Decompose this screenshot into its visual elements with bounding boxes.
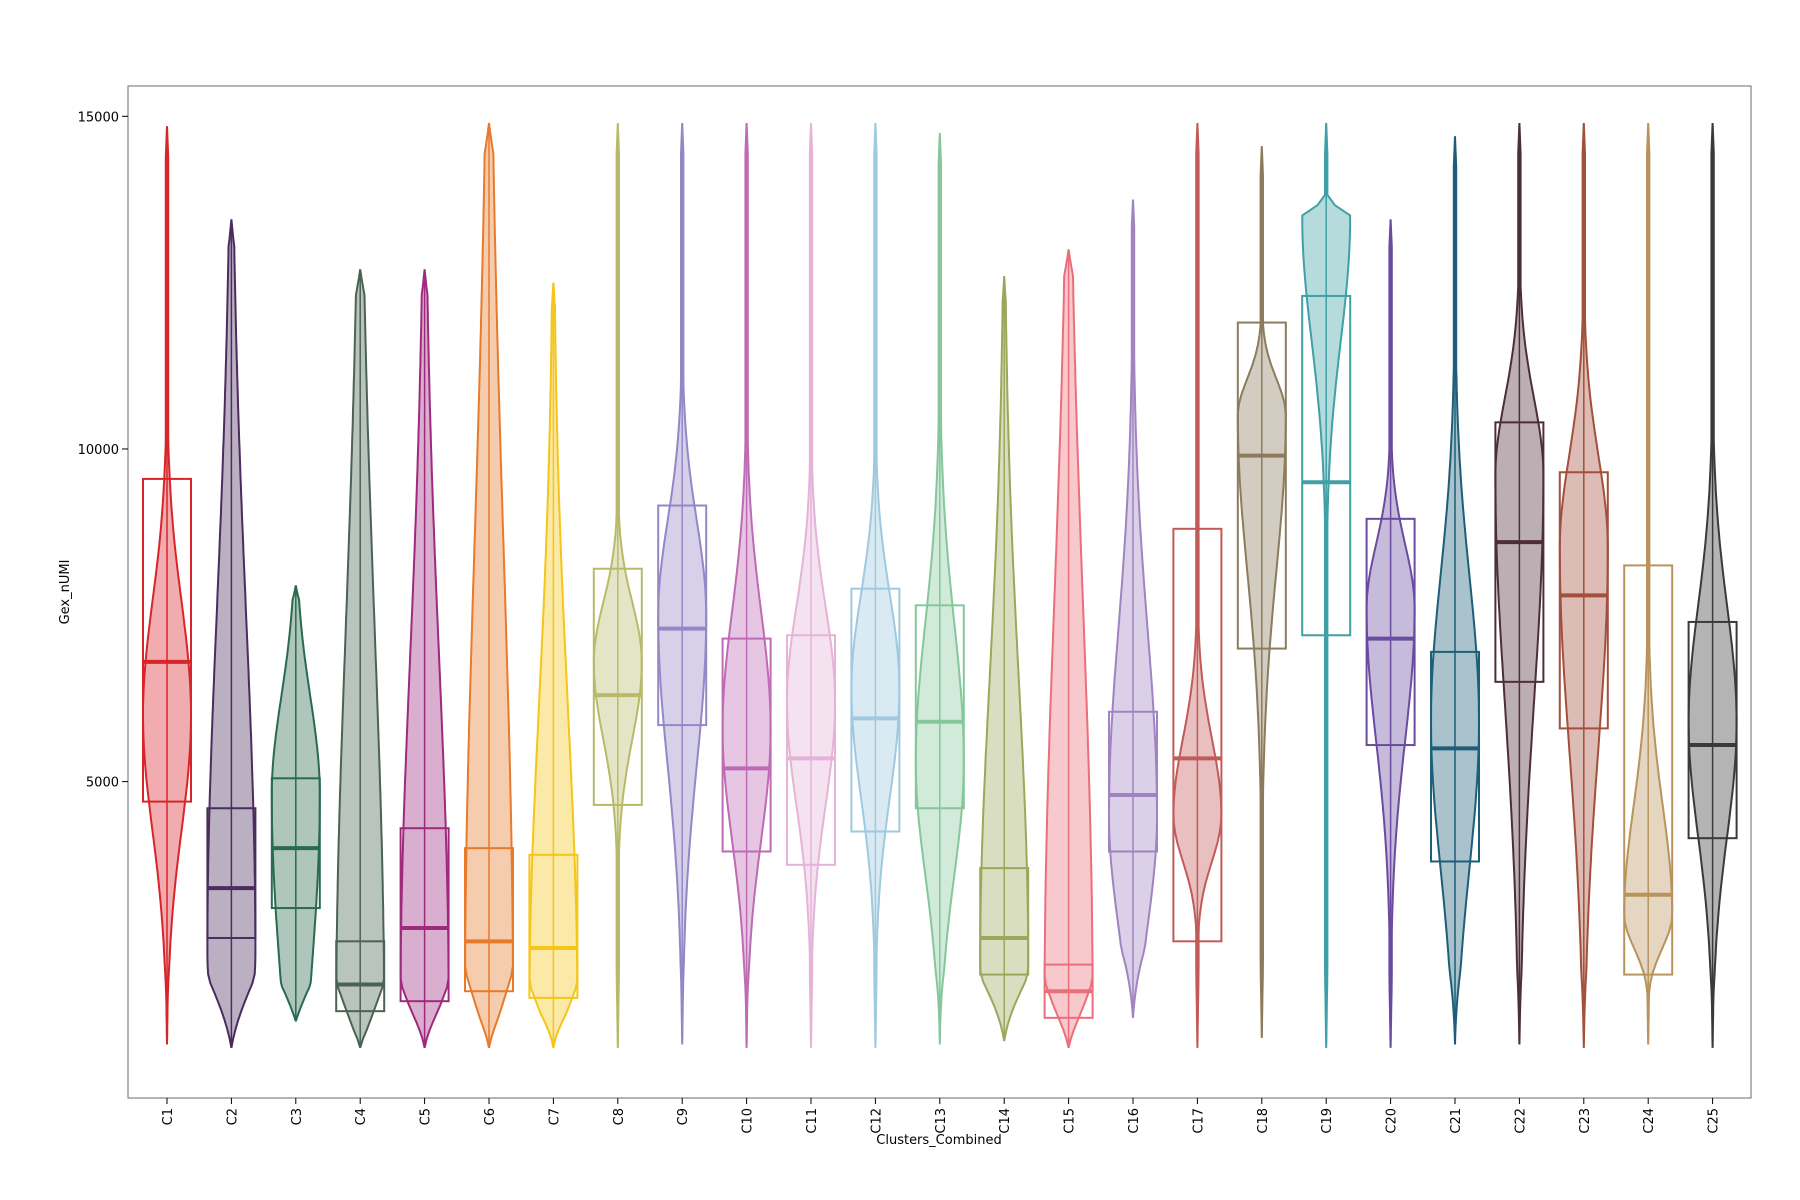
x-tick-label: C24 [1642, 1108, 1657, 1134]
box-iqr [721, 637, 772, 853]
x-tick-label: C9 [676, 1108, 691, 1125]
violin-C8 [592, 122, 643, 1048]
x-tick-label: C21 [1449, 1108, 1464, 1134]
violin-C15 [1043, 249, 1094, 1049]
box-iqr [464, 847, 514, 993]
box-iqr [592, 567, 643, 806]
box-iqr [270, 777, 321, 910]
violin-C22 [1494, 122, 1545, 1045]
violin-C6 [464, 122, 514, 1049]
violin-C21 [1429, 136, 1481, 1045]
box-iqr [1623, 564, 1674, 976]
x-tick-label: C13 [934, 1108, 949, 1134]
violin-C13 [914, 132, 965, 1045]
x-tick-label: C5 [419, 1108, 434, 1125]
violin-C4 [335, 269, 386, 1049]
violin-C10 [721, 122, 772, 1048]
box-iqr [1558, 471, 1609, 730]
x-tick-label: C25 [1707, 1108, 1722, 1134]
x-tick-label: C22 [1513, 1108, 1528, 1134]
box-iqr [399, 827, 450, 1003]
plot-area [142, 122, 1738, 1049]
x-axis: C1 C2 C3 C4 C5 C6 C7 C8 C9 C10 C11 C12 C13 C14 C15 C16 C… [161, 1098, 1722, 1134]
box-iqr [914, 604, 965, 810]
x-tick-label: C16 [1127, 1108, 1142, 1134]
violin-C23 [1558, 122, 1609, 1048]
violin-C14 [979, 275, 1030, 1042]
violin-C18 [1236, 146, 1287, 1038]
box-iqr [657, 504, 708, 727]
x-tick-label: C19 [1320, 1108, 1335, 1134]
x-tick-label: C11 [805, 1108, 820, 1134]
x-tick-label: C20 [1385, 1108, 1400, 1134]
violin-C3 [270, 585, 321, 1022]
x-tick-label: C4 [354, 1108, 369, 1125]
y-tick-label: 10000 [78, 443, 119, 458]
x-axis-title: Clusters_Combined [876, 1133, 1001, 1148]
box-iqr [1172, 527, 1223, 943]
x-tick-label: C17 [1191, 1108, 1206, 1134]
y-axis-title: Gex_nUMI [58, 560, 73, 625]
box-iqr [206, 807, 257, 939]
violin-C2 [206, 219, 257, 1048]
violin-C7 [528, 282, 579, 1049]
box-iqr [786, 634, 836, 866]
violin-C11 [785, 122, 837, 1048]
x-tick-label: C1 [161, 1108, 176, 1125]
box-iqr [1430, 650, 1480, 863]
violin-C24 [1623, 122, 1674, 1045]
y-axis: 5000 10000 15000 [78, 110, 128, 791]
x-tick-label: C6 [483, 1108, 498, 1125]
box-iqr [1365, 517, 1416, 747]
violin-C12 [850, 122, 901, 1048]
box-iqr [1236, 321, 1287, 650]
box-iqr [1687, 620, 1738, 840]
y-tick-label: 15000 [78, 110, 119, 125]
violin-C1 [142, 126, 192, 1045]
x-tick-label: C23 [1578, 1108, 1593, 1134]
violin-C9 [657, 122, 708, 1045]
box-iqr [1108, 710, 1158, 853]
violin-C20 [1365, 219, 1416, 1048]
box-iqr [335, 940, 386, 1013]
box-iqr [1301, 294, 1352, 637]
box-iqr [142, 477, 192, 803]
box-iqr [528, 853, 579, 999]
x-tick-label: C15 [1063, 1108, 1078, 1134]
x-tick-label: C3 [290, 1108, 305, 1125]
x-tick-label: C12 [869, 1108, 884, 1134]
violin-C17 [1172, 122, 1223, 1048]
x-tick-label: C7 [547, 1108, 562, 1125]
box-iqr [1494, 421, 1545, 683]
x-tick-label: C2 [225, 1108, 240, 1125]
x-tick-label: C10 [741, 1108, 756, 1134]
x-tick-label: C14 [998, 1108, 1013, 1134]
violin-C5 [399, 269, 450, 1049]
x-tick-label: C8 [612, 1108, 627, 1125]
box-iqr [979, 867, 1030, 976]
y-tick-label: 5000 [86, 776, 119, 791]
x-tick-label: C18 [1256, 1108, 1271, 1134]
violin-C25 [1687, 122, 1738, 1048]
box-iqr [850, 587, 901, 833]
violin-C16 [1108, 199, 1158, 1018]
violin-C19 [1301, 122, 1352, 1048]
